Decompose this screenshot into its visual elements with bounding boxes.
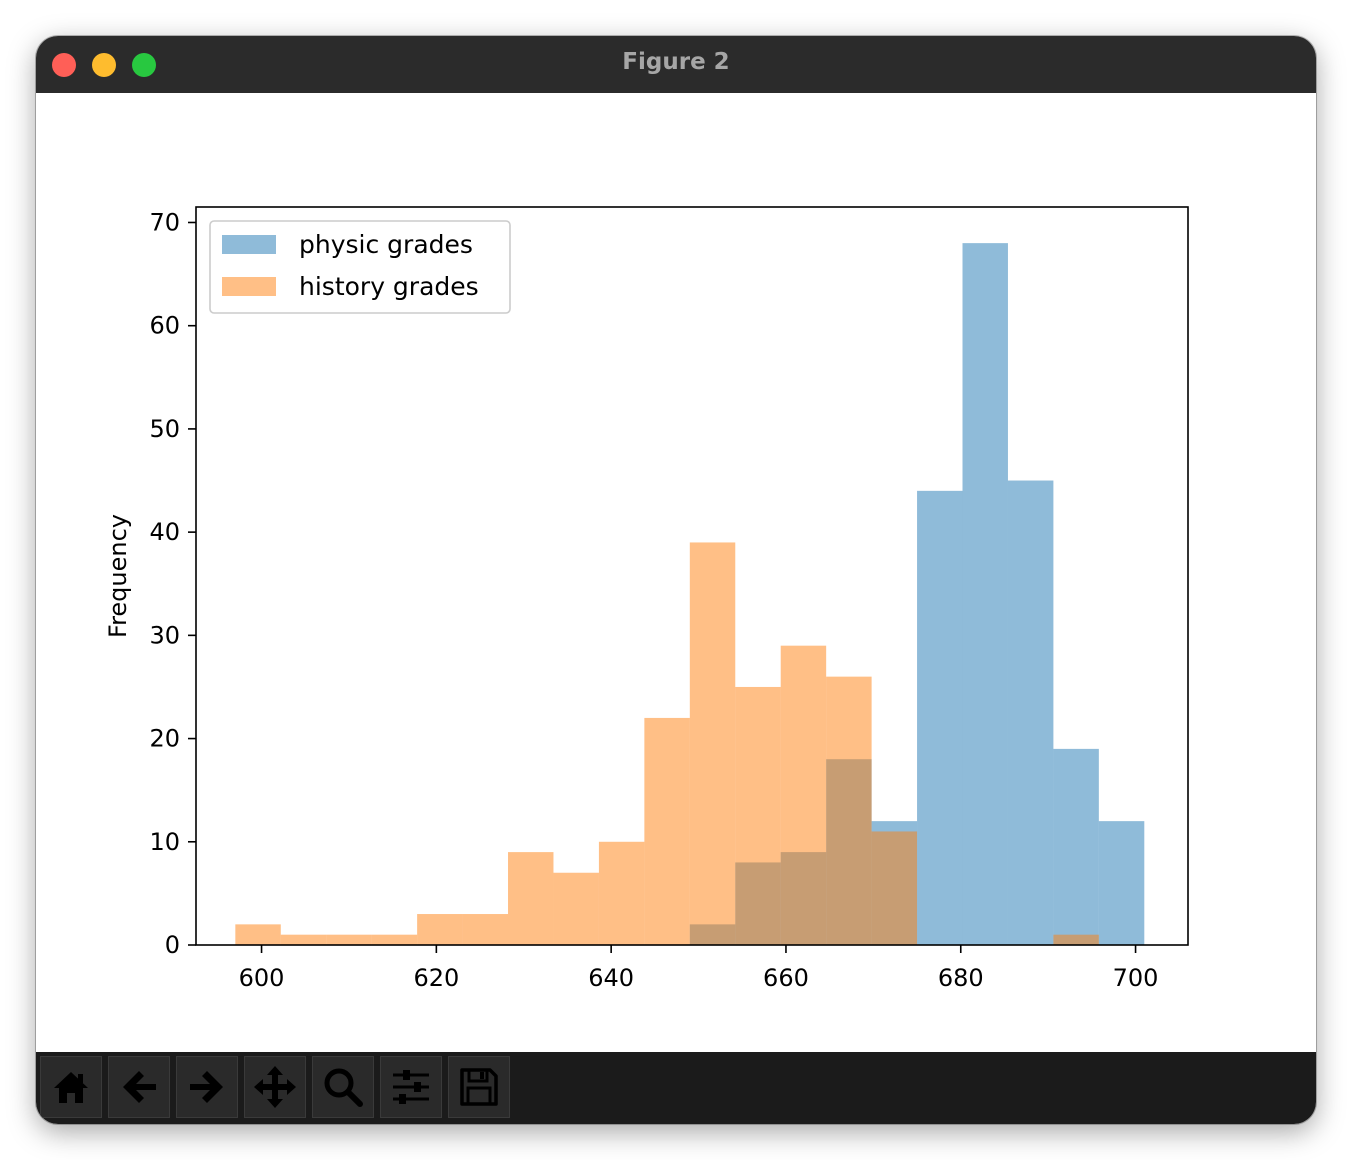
y-axis-label: Frequency [104,514,132,638]
plot-frame [195,206,1189,946]
bar-history-14 [871,831,918,945]
x-tick-label: 680 [938,964,984,992]
bar-history-5 [462,914,509,945]
legend-swatch-physic [222,235,276,254]
y-axis: 0 10 20 30 40 50 60 70 [149,208,196,959]
legend: physic grades history grades [209,220,511,314]
x-tick-label: 700 [1113,964,1159,992]
navigation-toolbar [36,1052,1316,1124]
bar-history-12 [780,645,827,945]
close-window-button[interactable] [52,53,76,77]
y-tick-label: 10 [149,828,180,856]
maximize-window-button[interactable] [132,53,156,77]
x-tick-label: 660 [763,964,809,992]
bar-history-6 [508,852,554,945]
bar-history-2 [326,934,372,945]
y-tick-label: 70 [149,208,180,236]
figure-window: Figure 2 600 620 640 660 680 700 0 10 20 30 40 50 6… [36,36,1316,1124]
y-tick-label: 20 [149,725,180,753]
legend-label-physic: physic grades [299,230,473,259]
bar-history-9 [644,717,690,945]
bar-history-18 [1053,934,1099,945]
arrow-right-icon [190,1071,223,1103]
move-icon [254,1066,296,1108]
bar-history-10 [689,542,736,945]
back-button[interactable] [108,1056,170,1118]
y-tick-label: 50 [149,415,180,443]
y-tick-label: 40 [149,518,180,546]
save-button[interactable] [448,1056,510,1118]
minimize-window-button[interactable] [92,53,116,77]
bar-history-11 [735,686,781,945]
legend-swatch-history [222,277,276,296]
x-tick-label: 620 [413,964,459,992]
forward-button[interactable] [176,1056,238,1118]
bar-history-7 [553,872,599,945]
bar-physic-6 [962,243,1008,946]
bar-physic-5 [917,490,963,945]
home-button[interactable] [40,1056,102,1118]
title-bar[interactable]: Figure 2 [36,36,1316,94]
bar-history-1 [280,934,327,945]
search-icon [324,1068,363,1107]
bar-physic-7 [1007,480,1054,945]
legend-label-history: history grades [299,272,479,301]
y-tick-label: 0 [165,931,180,959]
y-tick-label: 30 [149,621,180,649]
x-tick-label: 600 [239,964,285,992]
legend-frame [209,220,511,314]
x-axis: 600 620 640 660 680 700 [239,945,1159,992]
floppy-disk-icon [460,1068,498,1106]
configure-subplots-button[interactable] [380,1056,442,1118]
bar-physic-9 [1098,821,1145,945]
bar-history-3 [371,934,418,945]
bar-physic-8 [1053,748,1099,945]
histogram-chart: 600 620 640 660 680 700 0 10 20 30 40 50 60 70 Frequ… [104,206,1189,992]
bar-history-4 [417,914,463,945]
figure-canvas[interactable]: 600 620 640 660 680 700 0 10 20 30 40 50 60 70 Frequ… [36,93,1316,1052]
y-tick-label: 60 [149,312,180,340]
bar-history-8 [598,841,645,945]
sliders-icon [393,1070,429,1104]
bar-history-0 [235,924,281,945]
pan-button[interactable] [244,1056,306,1118]
bars-layer [235,243,1145,946]
arrow-left-icon [123,1071,156,1103]
window-title: Figure 2 [622,49,730,75]
bar-history-13 [826,676,872,945]
home-icon [54,1072,88,1103]
zoom-button[interactable] [312,1056,374,1118]
x-tick-label: 640 [588,964,634,992]
